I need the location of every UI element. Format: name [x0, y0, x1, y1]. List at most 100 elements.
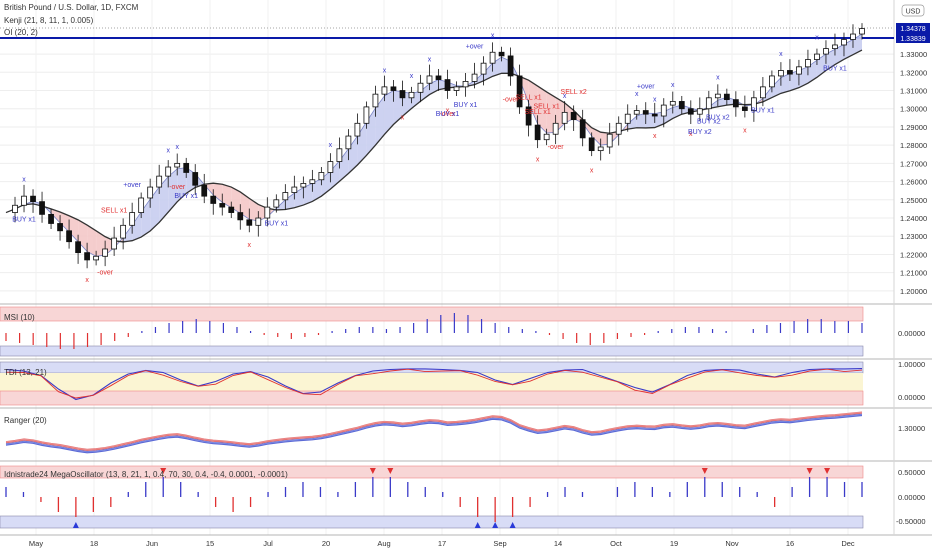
price-axis-label: 1.27000 [900, 159, 927, 168]
mega-oscillator-histogram [5, 468, 863, 528]
currency-badge[interactable]: USD [901, 4, 925, 17]
time-axis-label: Jul [263, 539, 273, 548]
ribbon-segment [249, 198, 259, 222]
price-axis-label: 1.28000 [900, 141, 927, 150]
ribbon-segment [528, 80, 538, 124]
pane-separators [0, 0, 932, 536]
ribbon-segment [168, 168, 178, 213]
ranger-upper-line [5, 412, 863, 451]
ribbon-segment [393, 90, 403, 125]
candle-down [201, 184, 208, 197]
candle-up [147, 186, 154, 199]
mega-bands [0, 465, 864, 529]
price-axis-label: 1.33000 [900, 50, 927, 59]
price-axis-label: 1.23000 [900, 232, 927, 241]
candle-down [588, 137, 595, 152]
signal-annotation: BUY x2 [706, 115, 730, 122]
candle-up [354, 122, 361, 137]
time-axis-label: Sep [493, 539, 506, 548]
marker-x: x [22, 177, 26, 184]
ribbon-segment [330, 160, 340, 190]
candle-down [66, 230, 72, 243]
candle-down [57, 223, 63, 232]
candle-down [237, 212, 244, 221]
marker-x: x [383, 67, 387, 74]
signal-annotations: +over +over +over -over -over -over -over -over… [12, 44, 847, 277]
candle-up [102, 248, 108, 257]
signal-annotation: +over [637, 84, 655, 91]
candle-up [832, 44, 838, 50]
price-axis-label: 1.29000 [900, 123, 927, 132]
marker-x: x [85, 277, 89, 284]
price-axis-label: 1.22000 [900, 250, 927, 259]
chart-title: British Pound / U.S. Dollar, 1D, FXCM [4, 3, 139, 12]
ribbon-segment [132, 211, 142, 241]
time-axis-label: Nov [725, 539, 739, 548]
candle-up [21, 195, 27, 206]
candle-down [642, 110, 649, 115]
ranger-upper-line [5, 411, 863, 450]
tdi-bands [0, 361, 864, 406]
marker-x: x [590, 167, 594, 174]
ribbon-segment [285, 193, 295, 210]
tdi-title[interactable]: TDI (13, 21) [4, 368, 47, 377]
candle-down [84, 252, 90, 261]
candle-down [732, 99, 739, 108]
mega-sell-triangle [824, 468, 831, 474]
ribbon-segment [87, 225, 97, 257]
msi-title[interactable]: MSI (10) [4, 313, 35, 322]
candle-up [120, 224, 127, 239]
mega-buy-triangle [474, 522, 481, 528]
marker-x: x [491, 33, 495, 40]
tdi-line [5, 368, 863, 401]
ribbon-segment [69, 215, 79, 242]
price-axis-label: 1.25000 [900, 196, 927, 205]
mega-sell-triangle [387, 468, 394, 474]
signal-annotation: SELL x1 [516, 95, 542, 102]
candle-up [174, 162, 181, 168]
price-axis-label: 1.26000 [900, 178, 927, 187]
candle-up [156, 175, 163, 188]
candle-up [606, 133, 613, 148]
oi-indicator-label[interactable]: OI (20, 2) [4, 28, 38, 37]
candle-up [660, 104, 667, 117]
candle-up [345, 135, 352, 150]
candle-down [30, 195, 36, 203]
candle-up [760, 86, 766, 99]
mega-axis-label-top: 0.50000 [898, 468, 925, 477]
mega-title[interactable]: Idnistrade24 MegaOscillator (13, 8, 21, … [4, 470, 288, 479]
kenji-indicator-label[interactable]: Kenji (21, 8, 11, 1, 0.005) [4, 16, 94, 25]
candle-down [183, 162, 190, 173]
mega-axis-label-bottom: -0.50000 [896, 517, 926, 526]
marker-x: x [815, 35, 819, 42]
ranger-lower-line [5, 414, 863, 454]
price-axis-label: 1.21000 [900, 269, 927, 278]
signal-annotation: SELL x2 [561, 89, 587, 96]
ranger-title[interactable]: Ranger (20) [4, 416, 47, 425]
candle-down [39, 201, 45, 215]
ribbon-segment [834, 44, 844, 65]
candle-down [219, 203, 226, 208]
candle-up [814, 53, 820, 60]
time-axis-label: Aug [377, 539, 390, 548]
candle-up [714, 93, 721, 99]
price-axis[interactable]: 1.33000 1.32000 1.31000 1.30000 1.29000 1.280… [900, 50, 927, 296]
candle-up [273, 199, 280, 208]
candle-up [480, 62, 487, 75]
candle-up [769, 75, 775, 88]
ribbon-segment [384, 90, 394, 135]
candle-down [525, 106, 532, 126]
time-axis[interactable]: May 18 Jun 15 Jul 20 Aug 17 Sep 14 Oct 19 Nov 16 Dec [29, 539, 855, 548]
ribbon-segment [177, 167, 187, 202]
currency-label: USD [906, 9, 921, 16]
ribbon-segment [348, 136, 358, 174]
candle-up [138, 197, 145, 213]
tdi-axis-label-top: 1.00000 [898, 360, 925, 369]
ribbon-segment [213, 183, 223, 203]
candle-up [12, 204, 18, 213]
msi-axis-label: 0.00000 [898, 329, 925, 338]
level-price-tag: 1.33839 [896, 33, 930, 43]
candle-down [516, 75, 523, 108]
level-price-value: 1.33839 [900, 36, 925, 43]
